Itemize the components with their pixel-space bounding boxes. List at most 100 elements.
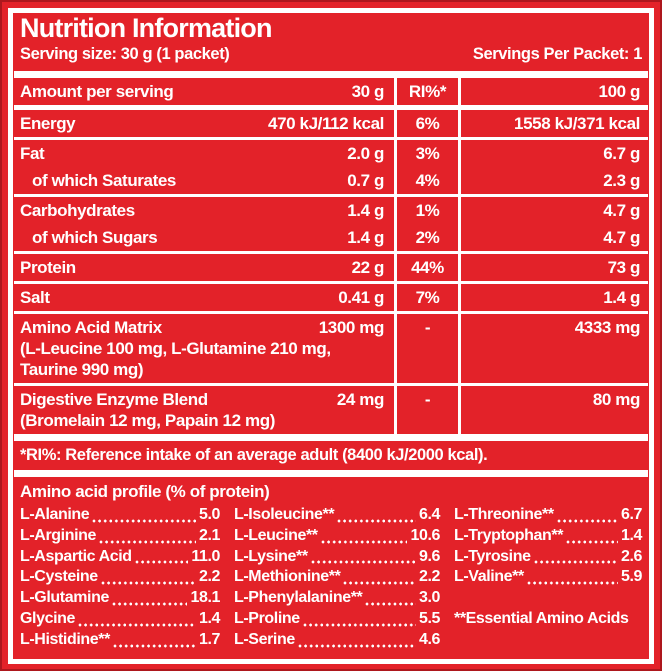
amino-acid-value: 1.4 bbox=[198, 609, 220, 627]
amino-acid-name: L-Serine bbox=[234, 630, 295, 648]
amino-acid-name: L-Tyrosine bbox=[454, 547, 531, 565]
table-row: Fat 2.0 g 3% 6.7 g bbox=[14, 140, 648, 167]
amino-acid-name: L-Phenylalanine** bbox=[234, 589, 363, 607]
row-value-per-serving: 0.7 g bbox=[347, 171, 384, 190]
row-label: Digestive Enzyme Blend bbox=[20, 390, 208, 409]
cell-ri-percent: 6% bbox=[394, 110, 461, 137]
amino-acid-value: 4.6 bbox=[418, 630, 440, 648]
amino-profile-title: Amino acid profile (% of protein) bbox=[20, 482, 270, 501]
row-label: Energy bbox=[20, 114, 76, 133]
cell-amount-per-serving: Fat 2.0 g bbox=[14, 140, 394, 167]
amino-acid-value: 1.7 bbox=[198, 630, 220, 648]
ri-footnote: *RI%: Reference intake of an average adu… bbox=[20, 446, 488, 464]
nutrition-label: Nutrition Information Serving size: 30 g… bbox=[14, 13, 648, 659]
row-label: of which Saturates bbox=[32, 171, 176, 190]
amino-profile-columns: L-Alanine 5.0 L-Arginine 2.1 L-Aspartic Acid… bbox=[14, 503, 648, 651]
amino-acid-item: L-Methionine** 2.2 bbox=[234, 567, 440, 589]
row-label: Fat bbox=[20, 144, 45, 163]
dotted-leader bbox=[365, 588, 416, 609]
table-row: Carbohydrates 1.4 g 1% 4.7 g bbox=[14, 197, 648, 224]
amino-column: L-Threonine** 6.7 L-Tryptophan** 1.4 L-Tyros… bbox=[454, 505, 642, 651]
serving-size-text: Serving size: 30 g (1 packet) bbox=[20, 45, 230, 63]
cell-ri-percent: 4% bbox=[394, 167, 461, 194]
amino-column: L-Alanine 5.0 L-Arginine 2.1 L-Aspartic Acid… bbox=[20, 505, 220, 651]
dotted-leader bbox=[320, 525, 408, 547]
amino-acid-value: 2.2 bbox=[418, 568, 440, 586]
serving-info-row: Serving size: 30 g (1 packet) Servings P… bbox=[14, 44, 648, 65]
cell-per-100g: 80 mg bbox=[592, 390, 641, 409]
row-label: Carbohydrates bbox=[20, 201, 135, 220]
servings-per-packet-text: Servings Per Packet: 1 bbox=[472, 45, 643, 63]
row-separator-line bbox=[14, 251, 648, 254]
row-value-per-serving: 1.4 g bbox=[347, 228, 384, 247]
amino-acid-value: 1.4 bbox=[620, 526, 642, 544]
cell-ri-percent: 2% bbox=[394, 224, 461, 251]
table-row: Protein 22 g 44% 73 g bbox=[14, 254, 648, 281]
divider-bar-mid bbox=[14, 434, 648, 441]
amino-spacer-row bbox=[454, 588, 642, 609]
amino-acid-name: L-Isoleucine** bbox=[234, 506, 335, 523]
dotted-leader bbox=[112, 629, 196, 651]
dotted-leader bbox=[99, 525, 196, 547]
amino-acid-value: 10.6 bbox=[410, 526, 440, 544]
table-row: of which Sugars 1.4 g 2% 4.7 g bbox=[14, 224, 648, 251]
amino-acid-item: L-Tyrosine 2.6 bbox=[454, 546, 642, 568]
amino-acid-item: L-Arginine 2.1 bbox=[20, 525, 220, 547]
cell-per-100g: 4.7 g bbox=[603, 228, 640, 247]
row-subline: (Bromelain 12 mg, Papain 12 mg) bbox=[20, 411, 275, 430]
amino-acid-item: L-Leucine** 10.6 bbox=[234, 525, 440, 547]
amino-acid-item: L-Proline 5.5 bbox=[234, 608, 440, 630]
amino-acid-name: L-Lysine** bbox=[234, 547, 308, 565]
row-label: Amino Acid Matrix bbox=[20, 318, 162, 337]
row-value-per-serving: 0.41 g bbox=[338, 288, 384, 307]
amino-acid-item: L-Threonine** 6.7 bbox=[454, 505, 642, 526]
amino-acid-value: 9.6 bbox=[418, 547, 440, 565]
cell-amount-per-serving: of which Saturates 0.7 g bbox=[14, 167, 394, 194]
amino-acid-name: L-Histidine** bbox=[20, 630, 110, 648]
amino-acid-item: Glycine 1.4 bbox=[20, 608, 220, 630]
cell-line: Carbohydrates 1.4 g bbox=[20, 200, 384, 221]
dotted-leader bbox=[302, 608, 416, 630]
cell-ri-percent: - bbox=[394, 386, 461, 434]
row-separator-line bbox=[14, 281, 648, 284]
cell-amount-per-serving: Carbohydrates 1.4 g bbox=[14, 197, 394, 224]
cell-ri-percent: 3% bbox=[394, 140, 461, 167]
column-header-per-serving: 30 g bbox=[351, 82, 385, 101]
row-subline: (L-Leucine 100 mg, L-Glutamine 210 mg, bbox=[20, 339, 331, 358]
dotted-leader bbox=[566, 525, 618, 547]
cell-per-100g: 6.7 g bbox=[603, 144, 640, 163]
cell-amount-per-serving: Salt 0.41 g bbox=[14, 284, 394, 311]
row-label: Protein bbox=[20, 258, 76, 277]
dotted-leader bbox=[526, 567, 618, 589]
amino-acid-item: L-Aspartic Acid 11.0 bbox=[20, 546, 220, 568]
table-row: Digestive Enzyme Blend 24 mg (Bromelain 12… bbox=[14, 386, 648, 434]
amino-acid-item: L-Alanine 5.0 bbox=[20, 505, 220, 526]
row-separator-line bbox=[14, 194, 648, 197]
amino-acid-item: L-Valine** 5.9 bbox=[454, 567, 642, 589]
cell-ri-percent: 1% bbox=[394, 197, 461, 224]
amino-acid-name: L-Proline bbox=[234, 609, 300, 627]
cell-ri-percent: 7% bbox=[394, 284, 461, 311]
essential-amino-acids-note: **Essential Amino Acids bbox=[454, 609, 629, 627]
column-header-ri: RI%* bbox=[394, 78, 461, 105]
amino-acid-value: 2.1 bbox=[198, 526, 220, 544]
amino-acid-value: 2.2 bbox=[198, 568, 220, 586]
divider-bar-top bbox=[14, 71, 648, 78]
cell-amount-per-serving: of which Sugars 1.4 g bbox=[14, 224, 394, 251]
cell-line: Amino Acid Matrix 1300 mg bbox=[20, 317, 384, 338]
amino-acid-profile-section: Amino acid profile (% of protein) L-Alan… bbox=[14, 477, 648, 651]
cell-ri-percent: - bbox=[394, 314, 461, 383]
cell-amount-per-serving: Energy 470 kJ/112 kcal bbox=[14, 110, 394, 137]
amino-acid-name: L-Leucine** bbox=[234, 526, 318, 544]
table-header-row: Amount per serving 30 g RI%* 100 g bbox=[14, 78, 648, 105]
amino-acid-value: 6.4 bbox=[418, 506, 440, 523]
amino-acid-value: 18.1 bbox=[190, 589, 220, 607]
dotted-leader bbox=[343, 567, 416, 589]
cell-line: Energy 470 kJ/112 kcal bbox=[20, 113, 384, 134]
row-subline: Taurine 990 mg) bbox=[20, 360, 144, 379]
row-value-per-serving: 2.0 g bbox=[347, 144, 384, 163]
cell-per-100g: 4.7 g bbox=[603, 201, 640, 220]
dotted-leader bbox=[134, 546, 189, 568]
table-body: Energy 470 kJ/112 kcal 6% 1558 kJ/371 kcal F… bbox=[14, 110, 648, 434]
amino-acid-item: L-Glutamine 18.1 bbox=[20, 588, 220, 609]
